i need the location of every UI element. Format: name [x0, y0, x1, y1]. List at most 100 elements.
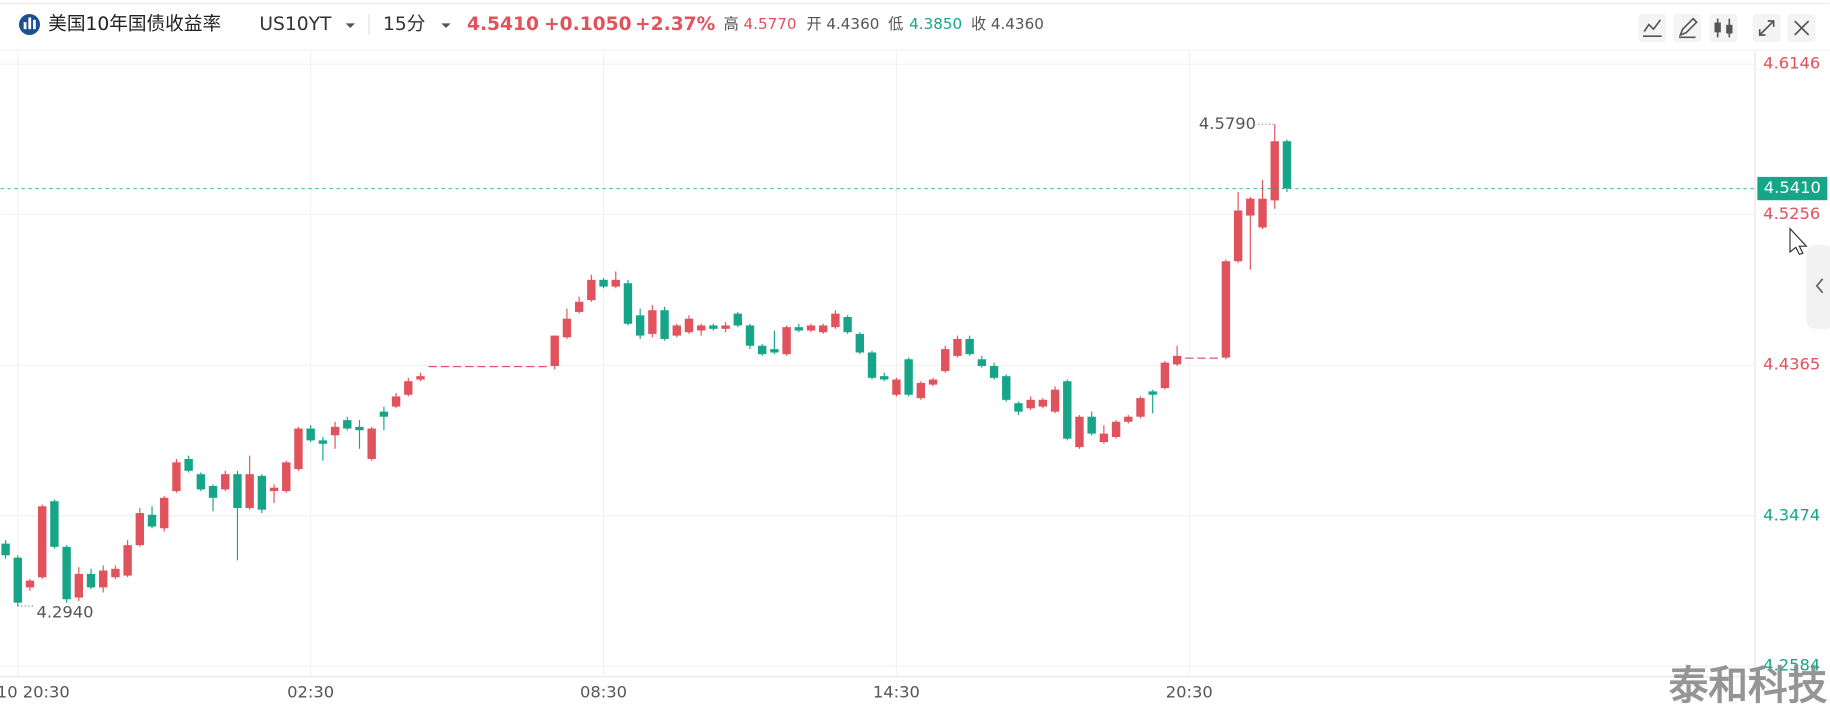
- candle-body: [1172, 355, 1182, 365]
- candle-body: [172, 462, 181, 492]
- candle-body: [269, 487, 279, 492]
- candle-body: [880, 376, 889, 380]
- candle-body: [111, 568, 120, 578]
- candle-body: [452, 366, 462, 368]
- candle-body: [721, 325, 730, 329]
- interval-dropdown[interactable]: [441, 23, 451, 28]
- candle-body: [1063, 381, 1072, 439]
- candle-body: [50, 501, 59, 547]
- candle-body: [1282, 141, 1292, 189]
- candle-body: [135, 513, 145, 546]
- candle-body: [1026, 399, 1035, 409]
- candle-body: [819, 325, 828, 333]
- candle-body: [989, 366, 999, 378]
- candle-body: [123, 545, 132, 576]
- stat-label: 收: [971, 15, 986, 33]
- instrument-title: 美国10年国债收益率: [48, 14, 221, 35]
- toolbar-buttons: [1638, 14, 1816, 42]
- candle-body: [99, 570, 108, 588]
- candle-body: [343, 420, 352, 429]
- chart-type-icon: [1714, 22, 1721, 33]
- candle-body: [233, 474, 242, 508]
- candle-body: [1185, 357, 1194, 359]
- candle-body: [147, 514, 157, 527]
- candle-body: [587, 279, 596, 301]
- candle-body: [672, 325, 681, 336]
- chart-type-button[interactable]: [1709, 14, 1738, 42]
- labels: 4.2584 4.3474 4.4365 4.5256 4.6146 10 20:30 02…: [0, 54, 1828, 702]
- candle-body: [770, 349, 779, 353]
- candle-body: [513, 366, 523, 368]
- candle-body: [794, 327, 803, 331]
- candle-body: [757, 345, 767, 355]
- candle-body: [635, 315, 645, 336]
- candle-body: [843, 316, 852, 333]
- symbol-dropdown[interactable]: [345, 23, 355, 28]
- y-tick-label: 4.5256: [1763, 204, 1820, 223]
- candle-body: [465, 366, 474, 368]
- candle-body: [416, 376, 425, 380]
- change-percent: +2.37%: [635, 14, 716, 35]
- candle-body: [599, 279, 608, 287]
- candle-body: [965, 338, 974, 355]
- candle-body: [1038, 399, 1048, 407]
- candle-body: [684, 318, 694, 333]
- interval[interactable]: 15分: [383, 14, 425, 35]
- candle-body: [428, 366, 437, 368]
- candle-body: [74, 573, 84, 598]
- x-tick-label: 08:30: [580, 683, 627, 702]
- annotation-label: 4.5790: [1199, 114, 1256, 133]
- candle-body: [1197, 357, 1206, 359]
- candle-body: [13, 557, 22, 603]
- y-tick-label: 4.6146: [1763, 54, 1820, 73]
- candle-body: [489, 366, 498, 368]
- candle-body: [831, 313, 840, 328]
- candle-body: [257, 475, 267, 510]
- x-tick-label: 10 20:30: [0, 683, 70, 702]
- candle-body: [892, 379, 901, 395]
- candle-body: [855, 333, 865, 353]
- candle-body: [1209, 357, 1218, 359]
- x-tick-label: 20:30: [1166, 683, 1213, 702]
- stat-label: 高: [724, 15, 739, 33]
- candle-body: [1160, 362, 1170, 388]
- last-price-badge: [1757, 176, 1828, 201]
- candle-body: [318, 440, 328, 444]
- annotation-label: 4.2940: [36, 603, 93, 622]
- candle-body: [648, 310, 657, 334]
- change: +0.1050: [544, 14, 632, 35]
- price: 4.5410: [467, 14, 539, 35]
- candle-body: [709, 325, 718, 329]
- candle-body: [623, 283, 633, 324]
- candle-body: [1, 543, 10, 556]
- x-tick-label: 14:30: [873, 683, 920, 702]
- fullscreen-icon: [1758, 20, 1775, 36]
- candle-body: [1075, 416, 1084, 448]
- logo-bar: [28, 17, 32, 30]
- candle-body: [367, 428, 376, 459]
- candle-body: [1136, 398, 1145, 417]
- candle-body: [562, 318, 572, 338]
- indicator-icon: [1643, 19, 1662, 37]
- candle-body: [1221, 261, 1231, 358]
- candle-body: [941, 349, 950, 372]
- candle-body: [526, 366, 535, 368]
- candle-body: [574, 301, 584, 312]
- candle-body: [1050, 389, 1060, 412]
- candle-body: [245, 474, 254, 508]
- candle-body: [538, 366, 547, 368]
- candle-body: [806, 325, 816, 331]
- candle-body: [391, 396, 401, 407]
- candle-body: [550, 335, 559, 367]
- stat-value: 4.4360: [991, 15, 1044, 33]
- candle-body: [660, 310, 669, 339]
- candles: [0, 124, 1756, 607]
- symbol[interactable]: US10YT: [259, 14, 332, 35]
- candle-body: [1148, 391, 1157, 395]
- candle-body: [160, 497, 169, 529]
- draw-icon: [1678, 17, 1698, 39]
- candle-body: [977, 359, 987, 367]
- logo-bar: [23, 22, 27, 30]
- grid: [0, 51, 1756, 677]
- candle-body: [477, 366, 486, 368]
